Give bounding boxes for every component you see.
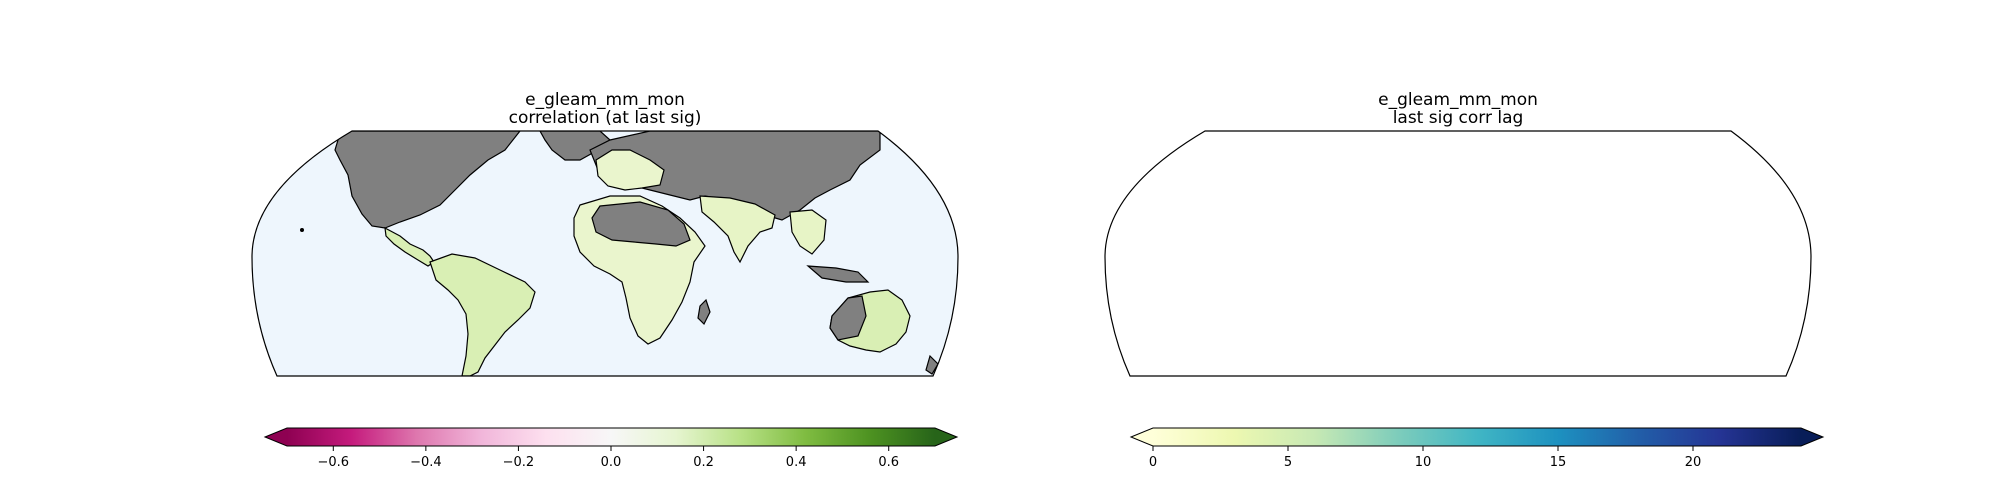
new-zealand: [1779, 356, 1791, 374]
central-america: [1238, 228, 1287, 266]
colorbar-extend-low: [1131, 428, 1153, 446]
australia: [1683, 290, 1763, 352]
ocean: [1103, 130, 1813, 380]
central-africa: [1489, 246, 1543, 300]
europe: [1449, 150, 1517, 190]
colorbar: −0.6 −0.4 −0.2 0.0 0.2 0.4 0.6: [263, 427, 959, 470]
southern-africa: [1483, 300, 1529, 342]
southeast-asia: [789, 209, 827, 255]
colorbar-tick-label: 0.0: [601, 455, 622, 470]
colorbar-gradient: [287, 428, 935, 446]
colorbar-tick-label: 5: [1284, 455, 1292, 470]
new-zealand: [925, 354, 939, 375]
indonesia: [1661, 266, 1721, 282]
africa: [1427, 196, 1558, 344]
colorbar-outline: [263, 427, 959, 447]
map-title-line1: e_gleam_mm_mon: [525, 90, 685, 110]
colorbar-tick-label: 0.2: [693, 455, 714, 470]
map-panel-correlation: e_gleam_mm_mon correlation (at last sig): [251, 90, 959, 470]
map-outline: [251, 130, 959, 377]
colorbar-tick-label: 10: [1415, 455, 1432, 470]
colorbar-extend-low: [265, 428, 287, 446]
colorbar: 0 5 10 15 20: [1129, 427, 1825, 470]
north-america: [1188, 131, 1373, 228]
world-map: −0.6 −0.4 −0.2 0.0 0.2 0.4 0.6: [251, 130, 959, 470]
western-us: [1193, 170, 1225, 226]
map-outline: [1104, 130, 1812, 377]
colorbar-extend-high: [935, 428, 957, 446]
sahel-west: [1427, 224, 1483, 268]
madagascar: [1551, 300, 1563, 324]
south-america-south: [1315, 312, 1365, 376]
australia-west: [829, 295, 867, 341]
madagascar: [697, 298, 711, 326]
colorbar-gradient: [1153, 428, 1801, 446]
hawaii: [1153, 228, 1157, 232]
map-title-line1: e_gleam_mm_mon: [1378, 90, 1538, 110]
hawaii: [300, 228, 304, 232]
colorbar-tick-label: −0.4: [410, 455, 442, 470]
southeast-asia: [1643, 210, 1679, 254]
brazil-east: [1353, 284, 1388, 318]
sahara: [1445, 202, 1543, 246]
sahara: [591, 201, 691, 247]
colorbar-tick-label: 15: [1550, 455, 1567, 470]
colorbar-tick-label: 0: [1149, 455, 1157, 470]
south-asia: [699, 195, 776, 264]
colorbar-tick-label: 0.6: [878, 455, 899, 470]
colorbar-extend-high: [1801, 428, 1823, 446]
south-america: [429, 253, 536, 376]
colorbar-tick-label: 20: [1685, 455, 1702, 470]
north-america: [334, 131, 522, 229]
greenland: [1393, 131, 1463, 160]
map-title-line2: correlation (at last sig): [508, 108, 702, 128]
south-america: [1283, 254, 1388, 376]
europe: [595, 149, 665, 191]
australia-west: [1683, 296, 1719, 340]
indonesia: [806, 265, 870, 283]
colorbar-tick-label: −0.6: [317, 455, 349, 470]
map-title-line2: last sig corr lag: [1392, 108, 1524, 128]
central-asia: [1553, 160, 1643, 192]
colorbar-tick-label: 0.4: [786, 455, 807, 470]
eurasia: [1443, 131, 1733, 220]
colorbar-tick-label: −0.2: [503, 455, 535, 470]
south-asia: [1553, 196, 1628, 262]
